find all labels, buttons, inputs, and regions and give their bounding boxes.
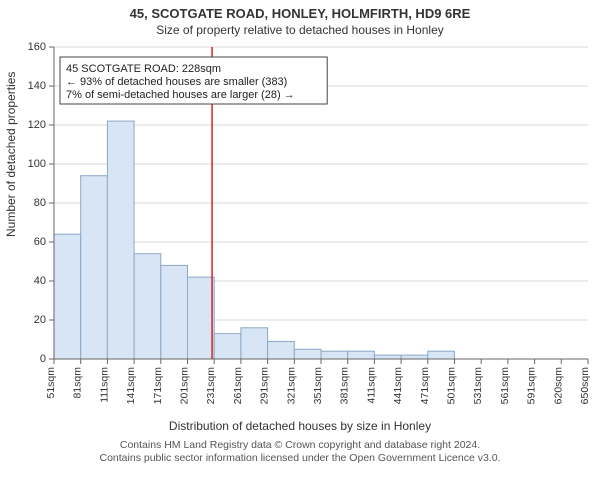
annotation-line: 7% of semi-detached houses are larger (2… xyxy=(66,89,295,101)
x-tick-label: 231sqm xyxy=(205,367,217,405)
annotation-line: 45 SCOTGATE ROAD: 228sqm xyxy=(66,63,221,75)
x-tick-label: 591sqm xyxy=(526,367,538,405)
histogram-bar xyxy=(374,355,401,359)
x-tick-label: 441sqm xyxy=(392,367,404,405)
x-tick-label: 531sqm xyxy=(472,367,484,405)
footer-line-2: Contains public sector information licen… xyxy=(0,452,600,465)
y-tick-label: 0 xyxy=(40,353,46,365)
histogram-bar xyxy=(294,349,321,359)
histogram-bar xyxy=(241,328,268,359)
histogram-bar xyxy=(81,176,108,359)
x-tick-label: 381sqm xyxy=(339,367,351,405)
x-tick-label: 650sqm xyxy=(579,367,591,405)
chart-titles: 45, SCOTGATE ROAD, HONLEY, HOLMFIRTH, HD… xyxy=(0,0,600,37)
x-tick-label: 351sqm xyxy=(312,367,324,405)
histogram-bar xyxy=(134,254,161,359)
x-tick-label: 620sqm xyxy=(552,367,564,405)
x-tick-label: 411sqm xyxy=(365,367,377,404)
footer-line-1: Contains HM Land Registry data © Crown c… xyxy=(0,439,600,452)
histogram-bar xyxy=(348,351,375,359)
y-tick-label: 120 xyxy=(28,119,46,131)
x-tick-label: 501sqm xyxy=(446,367,458,405)
x-tick-label: 141sqm xyxy=(125,367,137,405)
x-tick-label: 111sqm xyxy=(98,367,110,403)
x-tick-label: 471sqm xyxy=(419,367,431,405)
x-tick-label: 51sqm xyxy=(45,367,57,399)
histogram-bar xyxy=(321,351,348,359)
histogram-bar xyxy=(428,351,455,359)
x-tick-label: 81sqm xyxy=(72,367,84,399)
x-axis-label: Distribution of detached houses by size … xyxy=(0,419,600,433)
y-tick-label: 100 xyxy=(28,158,46,170)
histogram-bar xyxy=(214,334,241,359)
y-tick-label: 60 xyxy=(34,236,46,248)
annotation-line: ← 93% of detached houses are smaller (38… xyxy=(66,76,287,88)
x-tick-label: 201sqm xyxy=(179,367,191,405)
x-tick-label: 171sqm xyxy=(152,367,164,405)
y-tick-label: 20 xyxy=(34,314,46,326)
histogram-bar xyxy=(161,265,188,359)
y-tick-label: 160 xyxy=(28,41,46,53)
x-tick-label: 321sqm xyxy=(285,367,297,405)
chart-title-address: 45, SCOTGATE ROAD, HONLEY, HOLMFIRTH, HD… xyxy=(0,0,600,21)
histogram-bar xyxy=(54,234,81,359)
y-tick-label: 40 xyxy=(34,275,46,287)
chart-title-desc: Size of property relative to detached ho… xyxy=(0,21,600,37)
x-tick-label: 291sqm xyxy=(259,367,271,405)
x-tick-label: 561sqm xyxy=(499,367,511,405)
chart-container: Number of detached properties 0 20 40 60 80 1… xyxy=(0,37,600,417)
histogram-bar xyxy=(107,121,134,359)
histogram-bar xyxy=(188,277,215,359)
y-tick-label: 140 xyxy=(28,80,46,92)
x-tick-label: 261sqm xyxy=(232,367,244,405)
histogram-chart: 0 20 40 60 80 100 120 140 160 51sqm 81sqm 111sqm 141… xyxy=(0,37,600,417)
histogram-bar xyxy=(268,341,295,359)
copyright-footer: Contains HM Land Registry data © Crown c… xyxy=(0,439,600,465)
y-axis-label: Number of detached properties xyxy=(4,72,18,237)
y-tick-label: 80 xyxy=(34,197,46,209)
histogram-bar xyxy=(401,355,428,359)
